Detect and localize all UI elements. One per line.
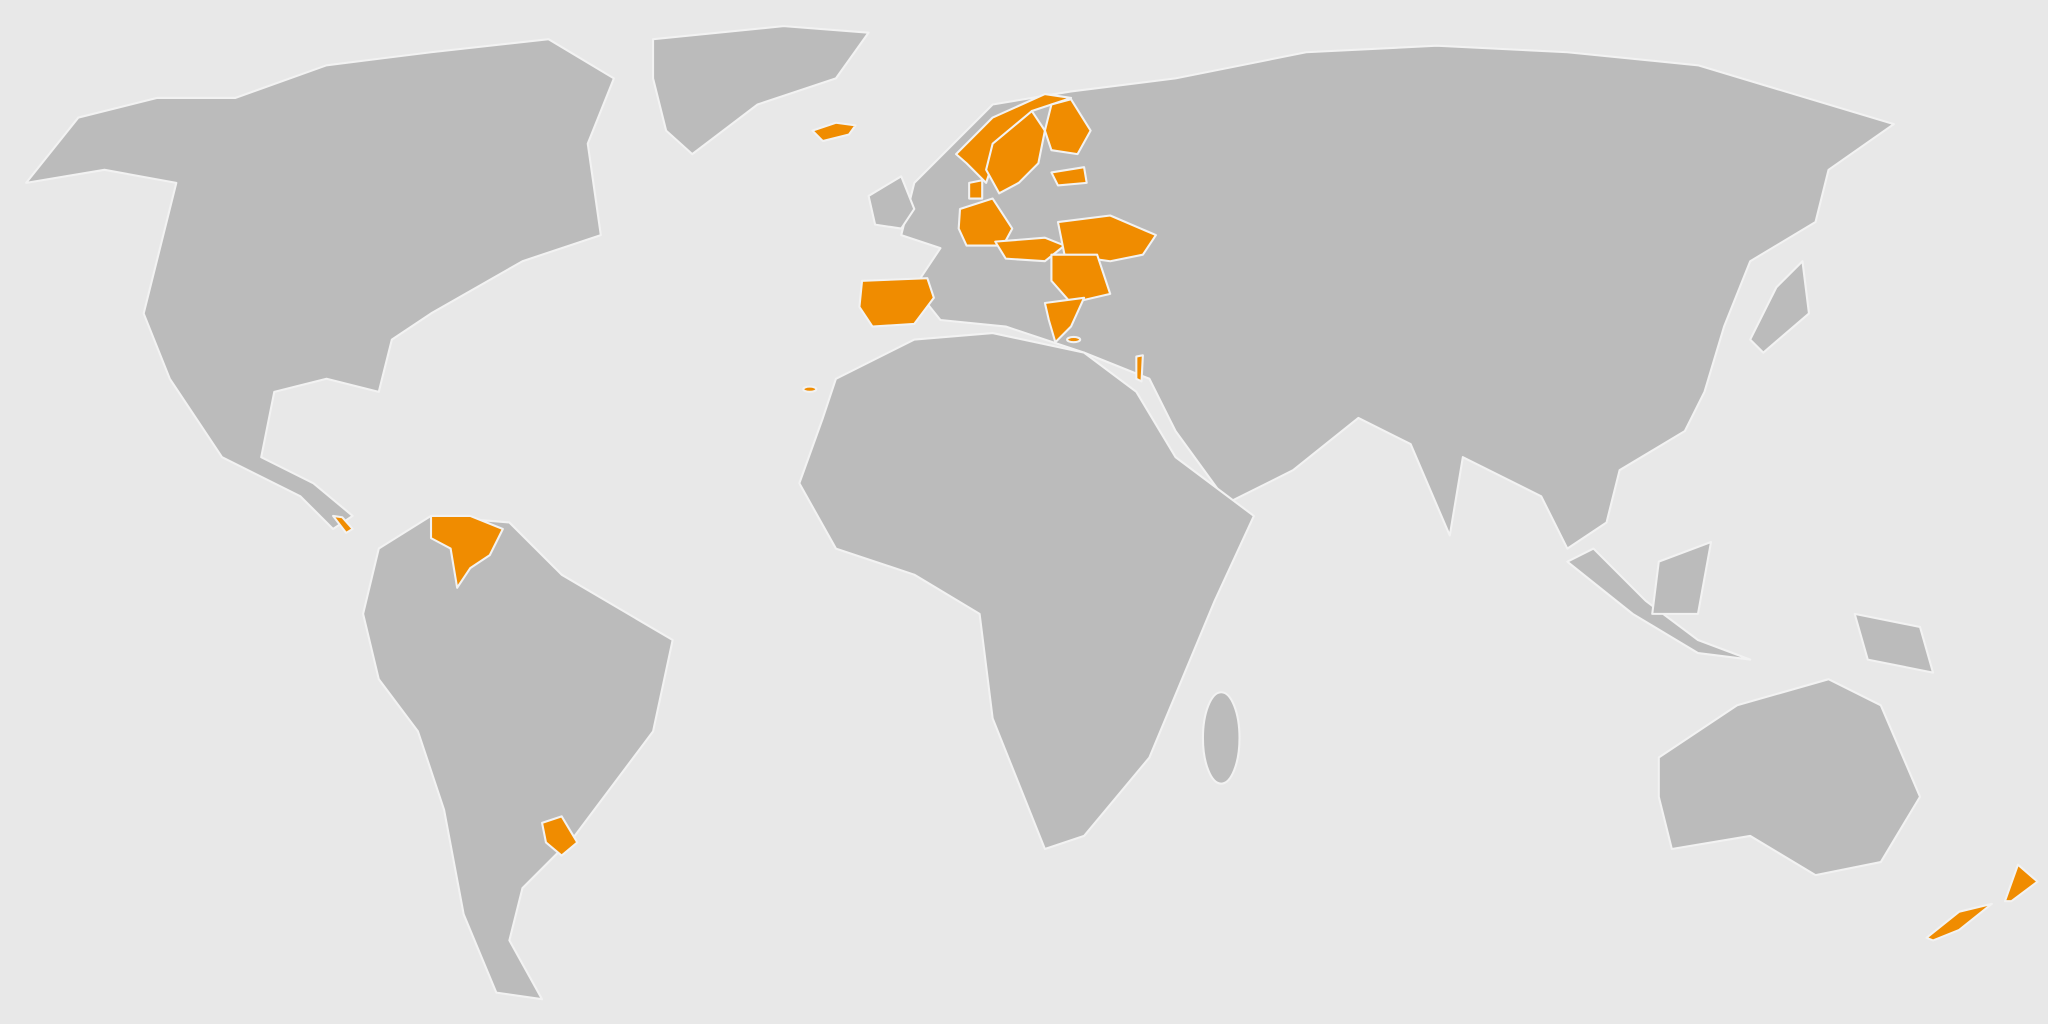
greece (1043, 296, 1086, 344)
eurasia (900, 44, 1895, 550)
australia (1657, 678, 1922, 877)
japan (1749, 260, 1811, 354)
finland (1043, 98, 1092, 156)
venezuela (429, 514, 504, 589)
new-guinea (1853, 612, 1935, 674)
uk (867, 175, 916, 230)
iceland (811, 121, 857, 143)
greenland (652, 25, 870, 156)
spain (858, 277, 935, 328)
highlighted-regions (332, 92, 2039, 942)
romania-bulgaria (1050, 253, 1112, 305)
uruguay (540, 815, 579, 857)
costa-rica (332, 514, 354, 534)
indonesia (1566, 547, 1752, 661)
new-zealand (1925, 902, 1993, 942)
latvia (1050, 166, 1088, 187)
sweden (985, 109, 1046, 195)
borneo (1651, 540, 1713, 615)
madagascar (1201, 691, 1241, 785)
new-zealand-north (2003, 863, 2039, 903)
israel (1135, 354, 1144, 383)
land-regions (25, 25, 1935, 1001)
africa (798, 332, 1255, 851)
cyprus (1066, 335, 1082, 344)
south-america (362, 514, 674, 1001)
north-america (25, 38, 615, 531)
canary-islands (802, 385, 818, 393)
central-europe (994, 236, 1066, 263)
denmark (968, 179, 984, 200)
